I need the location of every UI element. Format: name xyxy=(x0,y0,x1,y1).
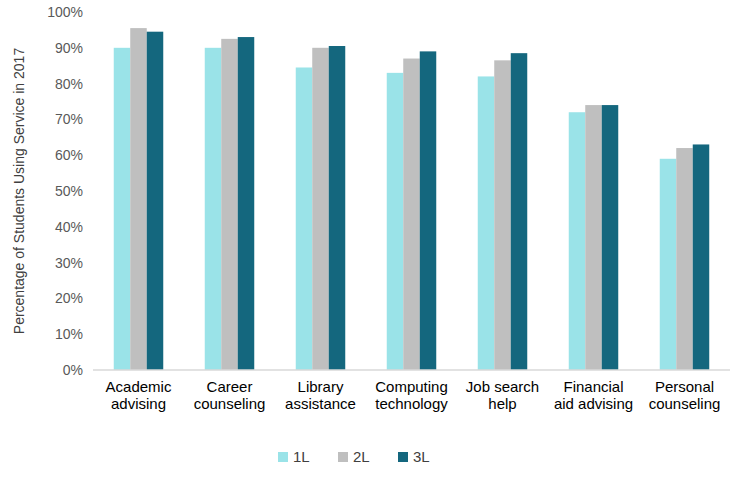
x-tick-label-line: Computing xyxy=(375,378,448,395)
y-tick-label: 100% xyxy=(47,4,83,20)
bar xyxy=(676,148,693,370)
y-tick-label: 10% xyxy=(55,326,83,342)
x-axis-line xyxy=(93,369,730,370)
bar xyxy=(403,59,420,370)
x-tick-label-line: Career xyxy=(207,378,253,395)
legend-swatch xyxy=(398,452,408,462)
y-tick-label: 80% xyxy=(55,76,83,92)
x-tick-label-line: technology xyxy=(375,395,448,412)
bar xyxy=(387,73,404,370)
legend-label: 3L xyxy=(413,448,430,465)
y-axis-title: Percentage of Students Using Service in … xyxy=(11,48,27,335)
legend-label: 2L xyxy=(353,448,370,465)
bar xyxy=(478,76,495,370)
x-tick-label: Personalcounseling xyxy=(649,378,721,412)
chart: 0% 10% 20% 30% 40% 50% 60% 70% 80% 90% 100% Percent… xyxy=(0,0,736,484)
bar xyxy=(114,48,131,370)
bar xyxy=(221,39,238,370)
x-tick-label: Libraryassistance xyxy=(285,378,356,412)
legend-swatch xyxy=(278,452,288,462)
x-tick-label-line: Financial xyxy=(563,378,623,395)
x-tick-label-line: advising xyxy=(111,395,166,412)
bars xyxy=(114,28,710,370)
x-tick-label: Job searchhelp xyxy=(466,378,539,412)
x-tick-label: Academicadvising xyxy=(106,378,172,412)
x-tick-label: Financialaid advising xyxy=(554,378,633,412)
bar xyxy=(660,159,677,370)
bar xyxy=(296,67,313,370)
x-tick-label-line: Job search xyxy=(466,378,539,395)
bar xyxy=(420,51,437,370)
bar xyxy=(511,53,528,370)
x-tick-label-line: counseling xyxy=(194,395,266,412)
bar xyxy=(147,32,164,370)
y-tick-label: 20% xyxy=(55,290,83,306)
bar xyxy=(238,37,255,370)
bar xyxy=(693,144,710,370)
bar xyxy=(312,48,329,370)
y-tick-label: 70% xyxy=(55,111,83,127)
y-tick-label: 60% xyxy=(55,147,83,163)
x-tick-label-line: Academic xyxy=(106,378,172,395)
x-tick-label: Careercounseling xyxy=(194,378,266,412)
x-tick-label-line: Library xyxy=(298,378,344,395)
legend-swatch xyxy=(338,452,348,462)
bar xyxy=(130,28,147,370)
bar xyxy=(494,60,511,370)
bar xyxy=(585,105,602,370)
bar xyxy=(602,105,619,370)
x-tick-label-line: help xyxy=(488,395,516,412)
legend-label: 1L xyxy=(293,448,310,465)
x-tick-label-line: counseling xyxy=(649,395,721,412)
y-tick-label: 0% xyxy=(63,362,83,378)
x-tick-label-line: aid advising xyxy=(554,395,633,412)
bar xyxy=(569,112,586,370)
y-tick-label: 30% xyxy=(55,255,83,271)
y-tick-label: 40% xyxy=(55,219,83,235)
y-tick-label: 50% xyxy=(55,183,83,199)
x-tick-label-line: Personal xyxy=(655,378,714,395)
y-tick-label: 90% xyxy=(55,40,83,56)
bar xyxy=(329,46,346,370)
x-tick-label-line: assistance xyxy=(285,395,356,412)
bar xyxy=(205,48,222,370)
x-tick-label: Computingtechnology xyxy=(375,378,448,412)
